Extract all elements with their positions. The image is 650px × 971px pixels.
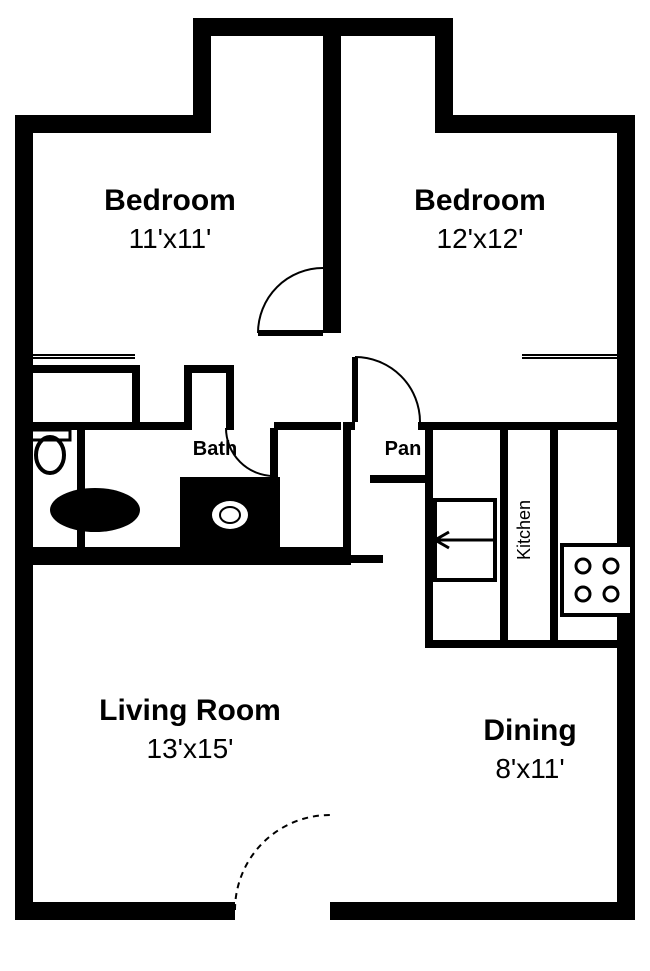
wall-9 bbox=[15, 902, 235, 920]
wall-3 bbox=[323, 18, 341, 333]
floor-plan: Bedroom 11'x11' Bedroom 12'x12' Living Room 1… bbox=[0, 0, 650, 971]
bath-label: Bath bbox=[193, 438, 237, 460]
wall-17 bbox=[274, 422, 341, 430]
wall-10 bbox=[330, 902, 635, 920]
wall-21 bbox=[343, 422, 355, 430]
living-dim: 13'x15' bbox=[147, 733, 234, 764]
wall-22 bbox=[418, 422, 433, 430]
wall-27 bbox=[425, 640, 635, 648]
living-name: Living Room bbox=[99, 694, 281, 727]
wall-23 bbox=[370, 475, 433, 483]
wall-6 bbox=[435, 115, 635, 133]
dining-dim: 8'x11' bbox=[495, 753, 564, 784]
pan-label: Pan bbox=[385, 438, 422, 460]
bedroom1-name: Bedroom bbox=[104, 184, 236, 217]
wall-8 bbox=[617, 115, 635, 920]
wall-0 bbox=[15, 115, 211, 133]
bathtub bbox=[50, 488, 140, 532]
wall-18 bbox=[343, 422, 351, 562]
stove bbox=[562, 545, 632, 615]
wall-2 bbox=[193, 18, 323, 36]
bedroom1-dim: 11'x11' bbox=[129, 223, 212, 254]
wall-25 bbox=[500, 422, 508, 647]
wall-16 bbox=[226, 365, 234, 430]
wall-13 bbox=[132, 422, 192, 430]
wall-20 bbox=[425, 422, 433, 647]
wall-12 bbox=[132, 365, 140, 430]
vanity-sink-outer bbox=[212, 501, 248, 529]
wall-14 bbox=[184, 365, 192, 430]
wall-11 bbox=[15, 365, 140, 373]
dining-name: Dining bbox=[483, 714, 576, 747]
wall-7 bbox=[15, 115, 33, 920]
bedroom2-name: Bedroom bbox=[414, 184, 546, 217]
bedroom2-dim: 12'x12' bbox=[437, 223, 524, 254]
wall-4 bbox=[323, 18, 453, 36]
kitchen-label: Kitchen bbox=[514, 500, 534, 560]
wall-26 bbox=[550, 430, 558, 640]
wall-24 bbox=[433, 422, 635, 430]
